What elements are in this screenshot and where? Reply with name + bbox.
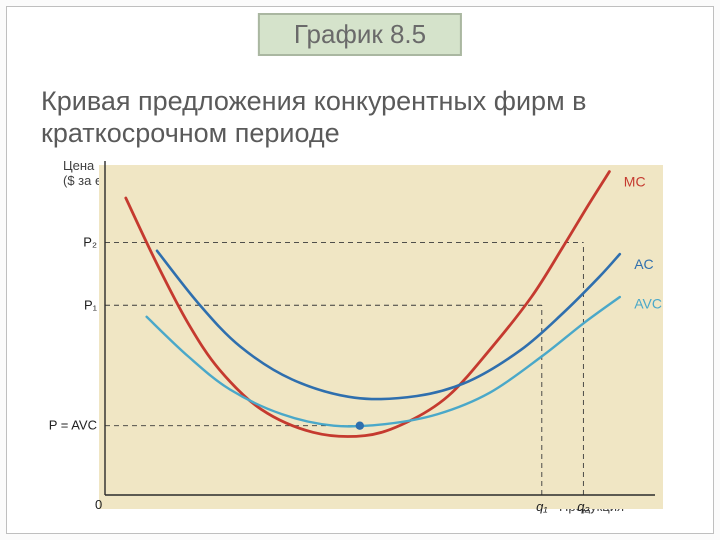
curve-label-AVC: AVC	[634, 296, 662, 312]
slide-title: График 8.5	[258, 13, 462, 56]
curve-label-AC: AC	[634, 256, 653, 272]
xlabel-q1: q₁	[536, 499, 547, 514]
ylabel-PAVC: P = AVC	[49, 418, 97, 433]
ylabel-P1: P₁	[84, 297, 98, 312]
slide-frame: График 8.5 Кривая предложения конкурентн…	[6, 6, 714, 534]
shutdown-point	[356, 422, 364, 430]
cost-curves-chart: MC AC AVC P₂ P₁ P = AVC q₁ q₂ 0	[45, 155, 665, 525]
xlabel-q2: q₂	[577, 499, 589, 514]
ylabel-P2: P₂	[83, 235, 97, 250]
origin-label: 0	[95, 497, 102, 512]
slide-subtitle: Кривая предложения конкурентных фирм в к…	[41, 85, 693, 150]
chart-bg	[99, 165, 663, 509]
curve-label-MC: MC	[624, 174, 646, 190]
